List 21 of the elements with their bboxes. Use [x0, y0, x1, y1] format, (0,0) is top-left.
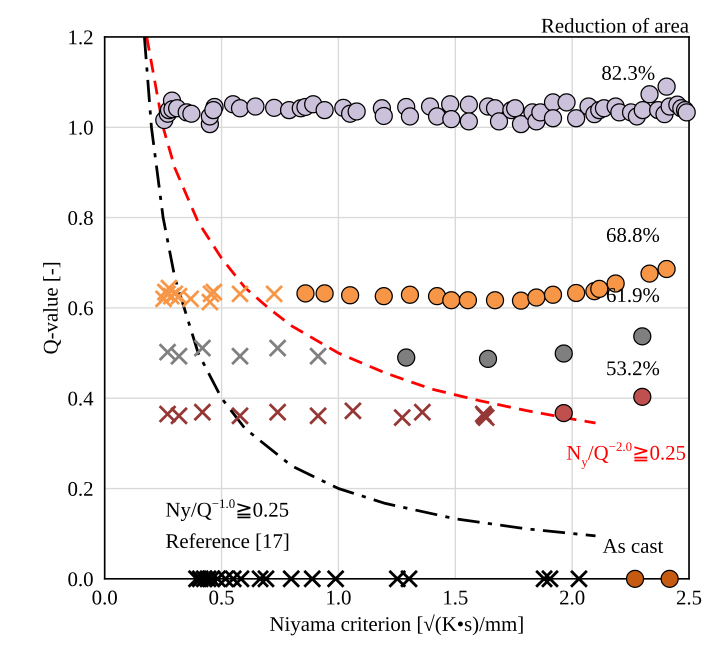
y-tick-label: 1.0 [69, 120, 93, 135]
y-tick-label: 0.6 [68, 301, 93, 316]
x-tick-label: 2.0 [560, 590, 584, 605]
annotation: As cast [602, 539, 664, 554]
annotation: 82.3% [602, 66, 654, 80]
x-tick-label: 0.0 [92, 590, 117, 605]
y-axis-title: Q-value [-] [43, 262, 61, 354]
x-tick-label: 0.5 [209, 590, 234, 605]
y-tick-label: 0.2 [68, 482, 92, 496]
y-tick-label: 0.0 [68, 572, 93, 586]
annotation: 68.8% [606, 228, 660, 242]
x-axis-title: Niyama criterion [√(K•s)/mm] [270, 614, 523, 636]
x-tick-label: 2.5 [676, 590, 702, 605]
y-tick-label: 1.2 [69, 30, 92, 44]
y-tick-label: 0.8 [68, 210, 93, 226]
annotation: 61.9% [606, 288, 660, 302]
chart-title: Reduction of area [542, 18, 689, 33]
x-tick-label: 1.5 [444, 590, 468, 605]
x-tick-label: 1.0 [327, 590, 351, 605]
y-tick-label: 0.4 [68, 392, 94, 406]
annotation: 53.2% [607, 361, 660, 376]
